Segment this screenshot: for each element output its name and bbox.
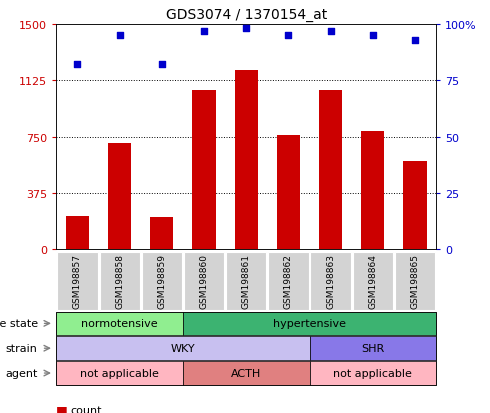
Point (200, 28, 208, 35)
Bar (66, 217, 89, 250)
Point (242, 26, 250, 33)
Bar (319, 91, 342, 250)
Bar (403, 161, 427, 250)
Text: GSM198862: GSM198862 (284, 254, 293, 308)
Text: GSM198861: GSM198861 (242, 254, 251, 308)
Text: normotensive: normotensive (81, 318, 158, 329)
Text: GSM198858: GSM198858 (115, 254, 124, 308)
Point (327, 28, 335, 35)
Bar (277, 136, 300, 250)
Text: ACTH: ACTH (231, 368, 261, 378)
Text: count: count (70, 405, 101, 413)
Text: GSM198860: GSM198860 (199, 254, 209, 308)
Text: WKY: WKY (171, 343, 195, 354)
Text: GSM198857: GSM198857 (73, 254, 82, 308)
Text: GSM198865: GSM198865 (411, 254, 419, 308)
Bar (150, 218, 173, 250)
Text: GSM198864: GSM198864 (368, 254, 377, 308)
Point (158, 62, 166, 69)
Text: ■: ■ (56, 403, 68, 413)
Point (74, 62, 81, 69)
Title: GDS3074 / 1370154_at: GDS3074 / 1370154_at (166, 8, 327, 22)
Text: agent: agent (5, 368, 38, 378)
Text: disease state: disease state (0, 318, 38, 329)
Point (369, 33, 377, 39)
Text: GSM198863: GSM198863 (326, 254, 335, 308)
Text: hypertensive: hypertensive (273, 318, 346, 329)
Point (116, 33, 123, 39)
Text: strain: strain (6, 343, 38, 354)
Point (411, 37, 419, 44)
Point (285, 33, 293, 39)
Text: not applicable: not applicable (80, 368, 159, 378)
Text: not applicable: not applicable (333, 368, 412, 378)
Bar (235, 71, 258, 250)
Bar (361, 131, 385, 250)
Text: GSM198859: GSM198859 (157, 254, 166, 308)
Bar (193, 91, 216, 250)
Text: SHR: SHR (361, 343, 385, 354)
Bar (108, 143, 131, 250)
